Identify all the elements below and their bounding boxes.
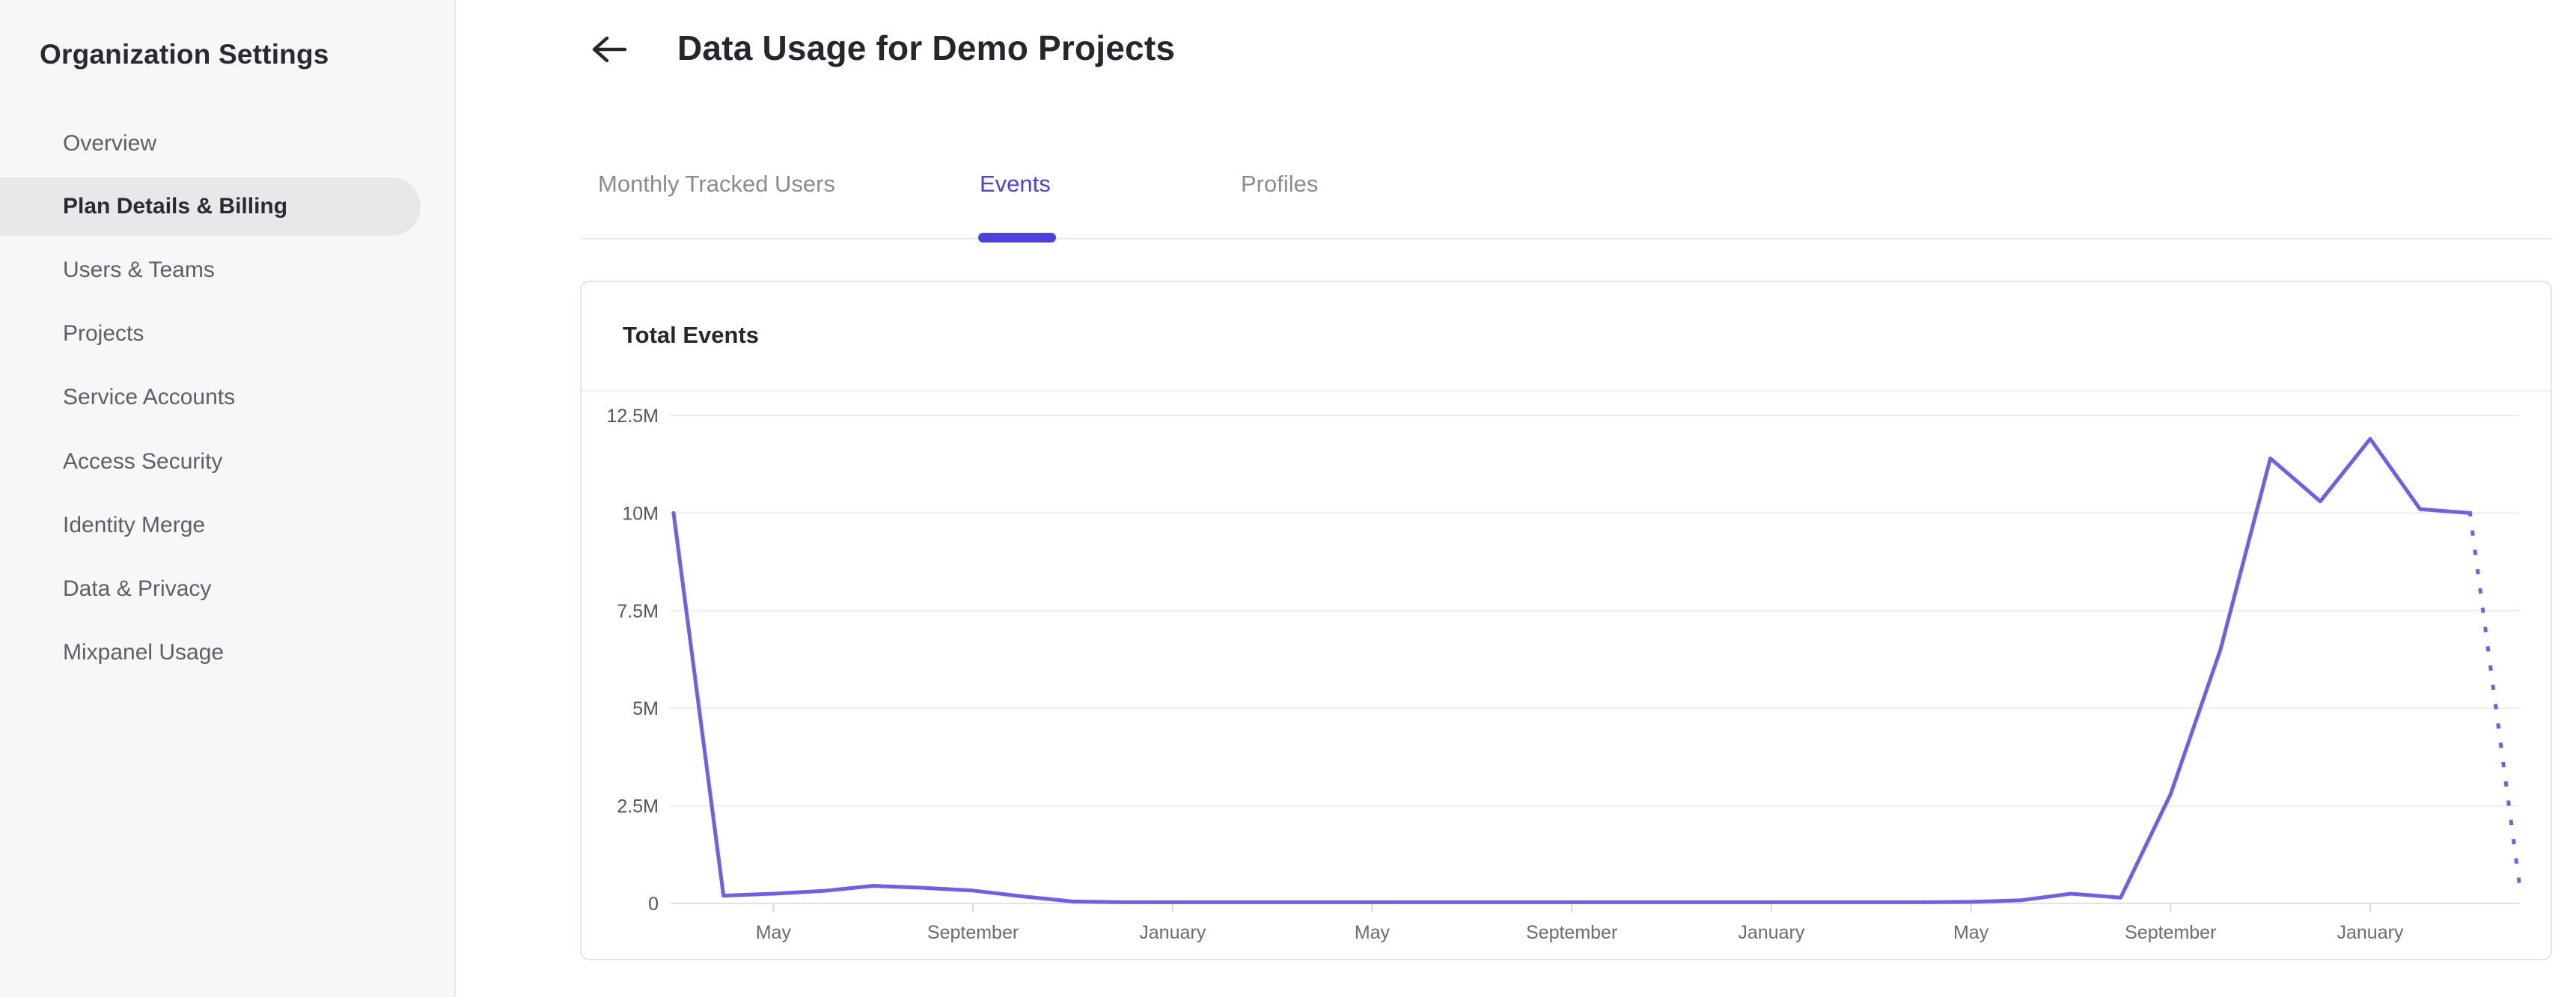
sidebar-item-mixpanel-usage[interactable]: Mixpanel Usage [0,623,421,682]
card-header-divider [582,390,2551,391]
svg-text:January: January [1738,922,1804,943]
total-events-line-chart[interactable]: 0 2.5M 5M 7.5M 10M 12.5M May September January Ma… [582,391,2551,957]
svg-text:0: 0 [648,894,659,915]
svg-text:10M: 10M [622,503,659,524]
total-events-card: Total Events 0 2.5M 5M 7.5M 10M 12.5M May Septe… [580,281,2552,960]
left-arrow-icon [590,31,629,71]
tab-monthly-tracked-users[interactable]: Monthly Tracked Users [598,168,835,201]
chart-title: Total Events [623,322,760,348]
sidebar-item-data-privacy[interactable]: Data & Privacy [0,560,421,618]
sidebar-item-label: Mixpanel Usage [63,640,225,665]
svg-text:January: January [1139,922,1206,943]
sidebar-item-access-security[interactable]: Access Security [0,433,421,491]
sidebar-item-label: Service Accounts [63,385,236,409]
sidebar-item-label: Identity Merge [63,513,206,537]
sidebar-item-users-teams[interactable]: Users & Teams [0,241,421,299]
sidebar: Organization Settings Overview Plan Deta… [0,0,456,997]
sidebar-item-label: Data & Privacy [63,576,212,601]
svg-text:May: May [756,922,792,943]
sidebar-item-plan-details-billing[interactable]: Plan Details & Billing [0,177,421,236]
active-tab-underline [978,233,1056,243]
sidebar-item-service-accounts[interactable]: Service Accounts [0,368,421,427]
svg-text:2.5M: 2.5M [617,796,659,817]
sidebar-title: Organization Settings [40,39,329,70]
sidebar-item-projects[interactable]: Projects [0,305,421,363]
sidebar-item-label: Users & Teams [63,257,215,282]
svg-text:May: May [1355,922,1391,943]
svg-text:5M: 5M [632,698,659,719]
tab-profiles[interactable]: Profiles [1241,168,1318,201]
sidebar-item-label: Projects [63,321,144,346]
sidebar-item-overview[interactable]: Overview [0,115,421,173]
svg-text:September: September [2125,922,2216,943]
page-title: Data Usage for Demo Projects [677,28,1176,67]
sidebar-item-identity-merge[interactable]: Identity Merge [0,496,421,555]
svg-text:12.5M: 12.5M [607,406,659,427]
svg-text:September: September [1526,922,1617,943]
svg-text:January: January [2337,922,2403,943]
tab-label: Events [980,171,1051,197]
sidebar-item-label: Overview [63,131,157,156]
svg-text:September: September [927,922,1019,943]
sidebar-item-label: Plan Details & Billing [63,194,288,219]
tabs-divider [580,238,2552,240]
svg-text:May: May [1953,922,1989,943]
sidebar-item-label: Access Security [63,449,223,474]
tab-events[interactable]: Events [980,168,1051,201]
svg-text:7.5M: 7.5M [617,601,659,622]
chart-canvas: 0 2.5M 5M 7.5M 10M 12.5M May September January Ma… [607,406,2522,943]
tab-label: Monthly Tracked Users [598,171,835,197]
tab-label: Profiles [1241,171,1319,197]
back-button[interactable] [588,31,630,70]
